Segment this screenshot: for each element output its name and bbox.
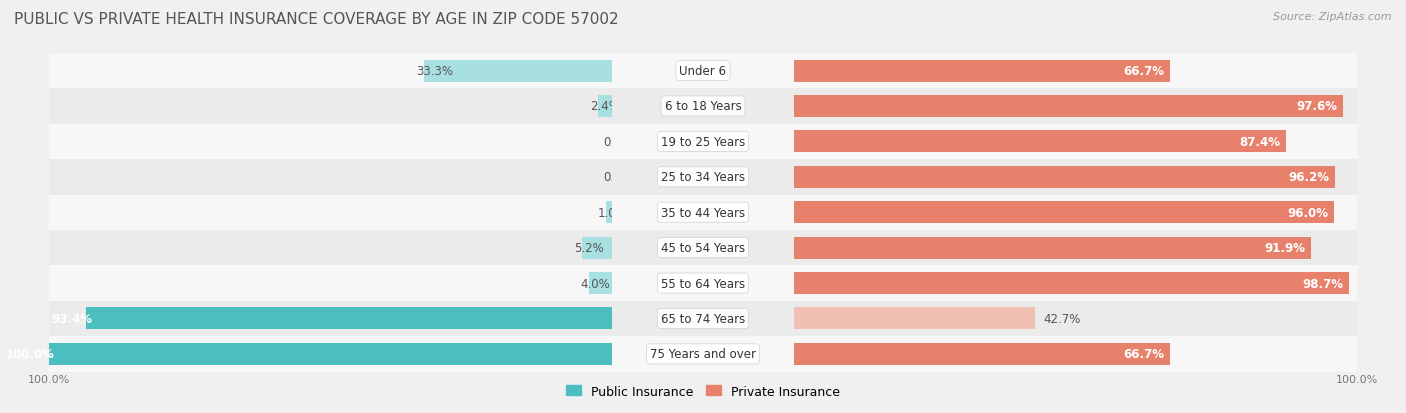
Bar [612,54,794,89]
Bar [49,160,612,195]
Text: 97.6%: 97.6% [1296,100,1337,113]
Text: 75 Years and over: 75 Years and over [650,348,756,361]
Bar [49,343,612,365]
Text: 91.9%: 91.9% [1264,242,1306,254]
Text: 25 to 34 Years: 25 to 34 Years [661,171,745,184]
Bar [612,336,794,372]
Bar [794,336,1357,372]
Bar [794,96,1343,118]
Bar [49,301,612,336]
Bar [598,96,612,118]
Bar [612,301,794,336]
Bar [86,308,612,330]
Text: 42.7%: 42.7% [1043,312,1080,325]
Text: 100.0%: 100.0% [6,348,55,361]
Text: 19 to 25 Years: 19 to 25 Years [661,135,745,149]
Bar [612,195,794,230]
Text: 45 to 54 Years: 45 to 54 Years [661,242,745,254]
Bar [794,301,1357,336]
Text: 66.7%: 66.7% [1123,65,1164,78]
Bar [49,336,612,372]
Text: 87.4%: 87.4% [1239,135,1281,149]
Bar [794,131,1286,153]
Bar [49,54,612,89]
Bar [425,60,612,82]
Text: 5.2%: 5.2% [574,242,603,254]
Text: 0.0%: 0.0% [603,135,633,149]
Bar [49,230,612,266]
Bar [612,230,794,266]
Bar [589,273,612,294]
Bar [794,237,1312,259]
Bar [794,124,1357,160]
Text: 66.7%: 66.7% [1123,348,1164,361]
Bar [794,160,1357,195]
Text: PUBLIC VS PRIVATE HEALTH INSURANCE COVERAGE BY AGE IN ZIP CODE 57002: PUBLIC VS PRIVATE HEALTH INSURANCE COVER… [14,12,619,27]
Bar [49,266,612,301]
Bar [794,89,1357,124]
Text: 6 to 18 Years: 6 to 18 Years [665,100,741,113]
Bar [612,89,794,124]
Text: 0.0%: 0.0% [603,171,633,184]
Bar [794,308,1035,330]
Text: 98.7%: 98.7% [1303,277,1344,290]
Bar [612,266,794,301]
Text: 4.0%: 4.0% [581,277,610,290]
Text: 93.4%: 93.4% [51,312,91,325]
Bar [582,237,612,259]
Bar [794,54,1357,89]
Bar [794,195,1357,230]
Text: 96.0%: 96.0% [1288,206,1329,219]
Bar [49,195,612,230]
Bar [794,230,1357,266]
Bar [794,202,1334,224]
Bar [794,266,1357,301]
Bar [49,124,612,160]
Text: 33.3%: 33.3% [416,65,453,78]
Bar [794,343,1170,365]
Text: Under 6: Under 6 [679,65,727,78]
Text: 65 to 74 Years: 65 to 74 Years [661,312,745,325]
Text: 96.2%: 96.2% [1289,171,1330,184]
Text: 35 to 44 Years: 35 to 44 Years [661,206,745,219]
Bar [794,166,1336,188]
Text: 1.0%: 1.0% [598,206,627,219]
Text: 55 to 64 Years: 55 to 64 Years [661,277,745,290]
Legend: Public Insurance, Private Insurance: Public Insurance, Private Insurance [561,380,845,403]
Text: Source: ZipAtlas.com: Source: ZipAtlas.com [1274,12,1392,22]
Bar [612,160,794,195]
Bar [612,124,794,160]
Text: 2.4%: 2.4% [589,100,620,113]
Bar [606,202,612,224]
Bar [49,89,612,124]
Bar [794,60,1170,82]
Bar [794,273,1350,294]
